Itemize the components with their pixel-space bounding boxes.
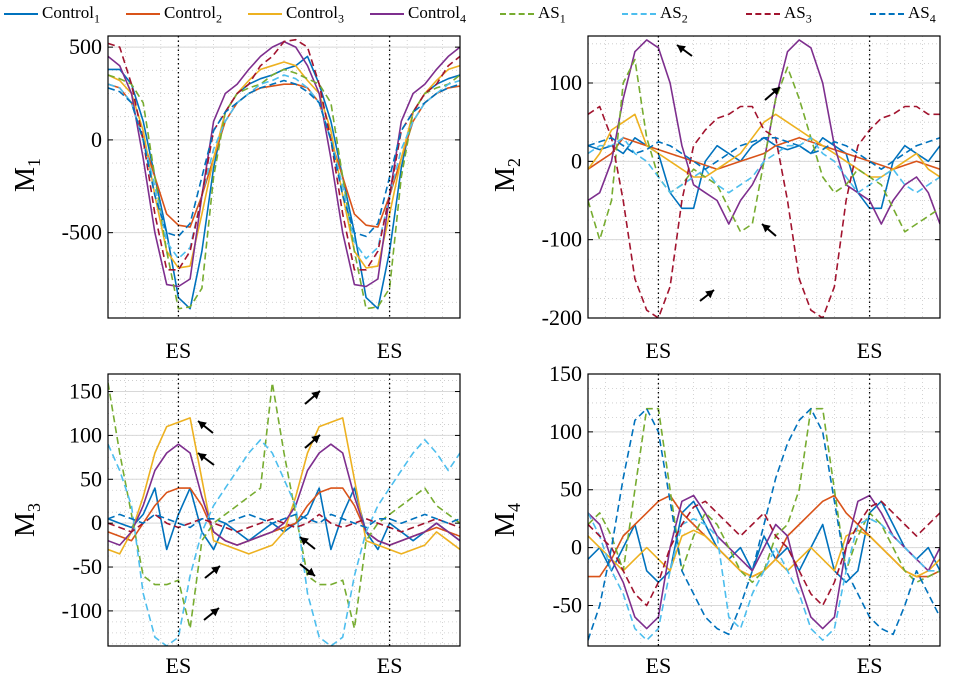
series-line-AS3 (588, 500, 940, 607)
chart-panel-4: ES ES 150 100 50 0 -50 M4 (490, 361, 941, 678)
es-label: ES (857, 338, 883, 363)
series-line-AS2 (588, 137, 940, 194)
series-line-AS2 (588, 512, 940, 642)
axes-box (107, 373, 461, 647)
y-tick-label: 0 (571, 535, 582, 560)
annotation-arrowhead (198, 421, 207, 430)
annotation-arrowhead (705, 290, 714, 299)
series-line-Control3 (108, 417, 460, 555)
es-label: ES (646, 653, 672, 678)
legend-label: Control1 (42, 3, 100, 26)
y-axis-label: M2 (490, 158, 524, 192)
series-group (108, 38, 460, 310)
legend-swatch (870, 13, 904, 15)
series-group (588, 39, 940, 318)
y-axis-label: M3 (10, 503, 44, 537)
legend-swatch (370, 13, 404, 15)
legend-swatch (126, 13, 160, 15)
series-line-AS4 (588, 407, 940, 641)
y-tick-label: 150 (69, 379, 102, 404)
series-group (108, 381, 460, 646)
annotation-arrowhead (311, 391, 320, 400)
annotation-arrowhead (198, 453, 207, 462)
y-axis-label: M4 (490, 503, 524, 537)
chart-panel-2: ES ES 100 0 -100 -200 M2 (490, 35, 941, 363)
legend-label: AS1 (538, 3, 566, 26)
legend-swatch (500, 13, 534, 15)
y-tick-label: 100 (549, 70, 582, 95)
y-tick-label: 500 (69, 34, 102, 59)
legend-label: AS4 (908, 3, 936, 26)
y-tick-label: 100 (69, 422, 102, 447)
annotation-arrowhead (677, 45, 686, 54)
es-label: ES (166, 653, 192, 678)
legend-swatch (622, 13, 656, 15)
series-line-Control4 (588, 494, 940, 630)
es-label: ES (857, 653, 883, 678)
series-line-AS2 (108, 74, 460, 260)
y-tick-label: 0 (91, 510, 102, 535)
y-tick-label: 0 (91, 127, 102, 152)
y-tick-label: -100 (542, 227, 582, 252)
series-line-AS4 (108, 513, 460, 529)
series-line-AS2 (108, 438, 460, 646)
y-tick-label: -50 (553, 592, 582, 617)
annotation-arrowhead (210, 608, 219, 617)
legend-swatch (4, 13, 38, 15)
legend-label: AS3 (784, 3, 812, 26)
y-tick-label: 50 (560, 477, 582, 502)
y-tick-label: -200 (542, 305, 582, 330)
annotation-arrowhead (771, 87, 780, 96)
es-label: ES (646, 338, 672, 363)
legend-label: AS2 (660, 3, 688, 26)
es-label: ES (166, 338, 192, 363)
series-line-AS1 (108, 68, 460, 310)
y-tick-label: 100 (549, 419, 582, 444)
annotation-arrowhead (311, 435, 320, 444)
legend-swatch (248, 13, 282, 15)
series-line-AS4 (588, 137, 940, 170)
annotation-arrowhead (306, 567, 315, 576)
y-tick-label: -50 (73, 554, 102, 579)
axes-box (587, 373, 941, 647)
series-line-Control3 (108, 61, 460, 269)
series-line-AS3 (108, 513, 460, 533)
axes-box (107, 35, 461, 319)
annotation-arrowhead (211, 566, 220, 575)
series-line-Control4 (108, 443, 460, 546)
legend-label: Control4 (408, 3, 466, 26)
chart-panel-3: ES ES 150 100 50 0 -50 -100 M3 (10, 373, 461, 678)
y-tick-label: 150 (549, 361, 582, 386)
chart-panel-1: ES ES 500 0 -500 M1 (10, 34, 461, 363)
axes-box (587, 35, 941, 319)
series-line-AS3 (588, 105, 940, 318)
series-line-AS3 (108, 38, 460, 271)
series-line-AS1 (588, 58, 940, 241)
legend-label: Control3 (286, 3, 344, 26)
y-tick-label: -100 (62, 598, 102, 623)
annotation-arrowhead (762, 224, 771, 233)
series-line-AS1 (588, 407, 940, 584)
legend-swatch (746, 13, 780, 15)
es-label: ES (377, 338, 403, 363)
series-line-AS4 (108, 79, 460, 238)
y-axis-label: M1 (10, 158, 44, 192)
series-line-Control1 (108, 55, 460, 310)
y-tick-label: -500 (62, 220, 102, 245)
annotation-arrowhead (300, 537, 309, 546)
series-line-AS1 (108, 381, 460, 630)
y-tick-label: 0 (571, 148, 582, 173)
es-label: ES (377, 653, 403, 678)
legend-label: Control2 (164, 3, 222, 26)
y-tick-label: 50 (80, 466, 102, 491)
series-group (588, 407, 940, 642)
